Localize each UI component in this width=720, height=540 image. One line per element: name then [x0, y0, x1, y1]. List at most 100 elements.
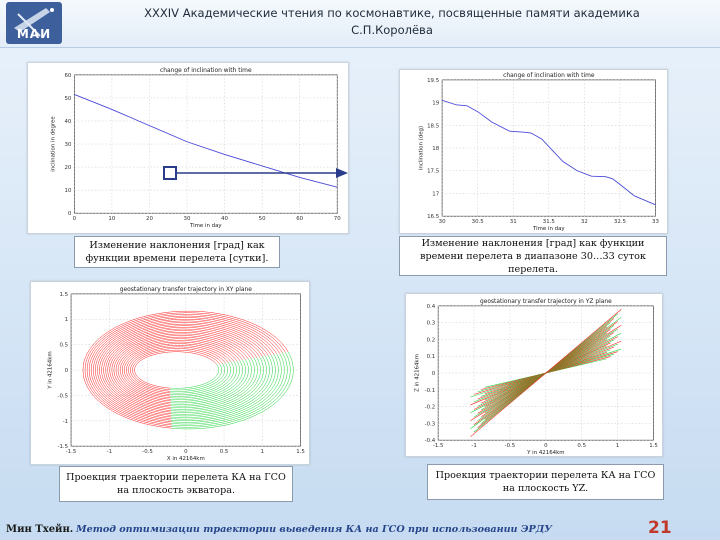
traj-xy-green-arc — [190, 360, 243, 402]
traj-xy-y-tick-label: -1.5 — [57, 444, 68, 450]
incl-zoom-y-tick-label: 17.5 — [427, 169, 439, 175]
traj-xy-y-tick-label: -1 — [63, 419, 68, 425]
traj-xy-red-arc — [171, 320, 272, 355]
inclination-full-chart: 0 10 20 30 40 50 60 70 0 10 20 30 40 50 60 change of in… — [27, 62, 349, 234]
traj-xy-red-arc — [117, 338, 171, 402]
traj-xy-green-arc — [197, 355, 270, 416]
traj-xy-y-tick-label: 0.5 — [59, 343, 68, 349]
traj-xy-red-arc — [170, 346, 226, 364]
incl-zoom-x-tick-label: 30 — [439, 219, 446, 225]
incl-full-x-tick-label: 70 — [334, 216, 341, 222]
traj-xy-red-arc — [86, 314, 172, 426]
traj-xy-green-arc — [191, 359, 249, 405]
traj-xy-red-arc — [171, 323, 266, 357]
traj-xy-red-arc — [171, 319, 275, 355]
incl-zoom-title: change of inclination with time — [503, 73, 595, 79]
traj-xy-red-arc — [171, 325, 263, 357]
traj-xy-green-arc — [190, 359, 246, 403]
inclination-zoom-chart: 30 30.5 31 31.5 32 32.5 33 16.5 17 17.5 18 18.5 19 19… — [399, 69, 668, 234]
traj-xy-green-arc — [188, 361, 237, 398]
traj-xy-green-arc — [202, 352, 288, 426]
page-title: XXXIV Академические чтения по космонавти… — [68, 5, 716, 39]
incl-zoom-x-tick-label: 32 — [581, 219, 588, 225]
title-line-2: С.П.Королёва — [351, 23, 433, 37]
traj-xy-red-arc — [170, 330, 255, 359]
traj-xy-red-arc — [107, 330, 171, 410]
traj-xy-green-arc — [187, 361, 234, 397]
traj-xy-red-arc — [119, 340, 171, 400]
incl-zoom-x-tick-label: 33 — [652, 219, 659, 225]
traj-xy-red-arc — [170, 345, 229, 363]
traj-xy-green-arc — [171, 419, 201, 422]
traj-xy-red-arc — [134, 351, 171, 389]
traj-xy-y-tick-label: 1.5 — [59, 292, 68, 298]
traj-xy-x-tick-label: 1.5 — [296, 449, 305, 455]
incl-full-series-line — [74, 94, 338, 188]
traj-yz-y-tick-label: 0.1 — [427, 354, 436, 360]
traj-xy-red-arc — [103, 327, 172, 413]
traj-xy-red-arc — [101, 326, 172, 414]
traj-xy-green-arc — [198, 355, 273, 418]
traj-yz-x-tick-label: 1 — [616, 443, 619, 449]
trajectory-xy-chart: -1.5 -1 -0.5 0 0.5 1 1.5 -1.5 -1 -0.5 0 0.5 1 1.5 geos… — [30, 281, 310, 465]
traj-xy-x-tick-label: -1.5 — [66, 449, 77, 455]
traj-xy-red-arc — [97, 322, 172, 418]
trajectory-yz-chart: -1.5 -1 -0.5 0 0.5 1 1.5 -0.4 -0.3 -0.2 -0.1 0 0.1 0.… — [405, 293, 663, 457]
mai-logo: МАИ — [6, 2, 62, 44]
trajectory-xy-svg: -1.5 -1 -0.5 0 0.5 1 1.5 -1.5 -1 -0.5 0 0.5 1 1.5 geos… — [47, 286, 305, 462]
footer-author: Мин Тхейн. — [6, 524, 74, 535]
footer-topic: Метод оптимизации траектории выведения К… — [76, 524, 553, 535]
incl-full-y-tick-label: 30 — [64, 142, 71, 148]
traj-xy-red-arc — [121, 342, 171, 398]
incl-full-y-tick-label: 0 — [68, 211, 72, 217]
traj-xy-red-arc — [111, 334, 171, 406]
traj-xy-green-arc — [183, 364, 220, 389]
traj-xy-green-arc — [202, 353, 285, 424]
incl-full-x-tick-label: 30 — [184, 216, 191, 222]
incl-full-y-tick-label: 10 — [64, 188, 71, 194]
incl-full-x-tick-label: 60 — [296, 216, 303, 222]
traj-yz-x-tick-label: -1.5 — [433, 443, 444, 449]
trajectory-yz-caption: Проекция траектории перелета КА на ГСО н… — [427, 464, 664, 500]
traj-xy-green-arc — [192, 358, 252, 406]
traj-yz-y-tick-label: -0.2 — [425, 405, 436, 411]
traj-yz-y-tick-label: 0.2 — [427, 337, 436, 343]
traj-yz-title: geostationary transfer trajectory in YZ … — [480, 299, 612, 305]
incl-full-title: change of inclination with time — [160, 67, 252, 74]
traj-xy-red-arc — [170, 351, 217, 365]
incl-full-x-tick-label: 40 — [221, 216, 228, 222]
traj-xy-red-arc — [130, 348, 171, 392]
traj-xy-red-arc — [170, 335, 246, 360]
title-line-1: XXXIV Академические чтения по космонавти… — [144, 6, 640, 20]
traj-yz-red-line — [470, 309, 622, 437]
traj-xy-green-arc — [171, 427, 205, 430]
traj-xy-red-arc — [170, 338, 240, 361]
incl-zoom-y-tick-label: 19.5 — [427, 78, 439, 84]
traj-xy-red-arc — [95, 321, 172, 419]
traj-xy-green-arc — [193, 358, 255, 408]
traj-xy-red-arc — [171, 310, 289, 352]
traj-yz-x-axis-label: Y in 42164km — [526, 450, 564, 456]
traj-xy-red-arc — [171, 317, 277, 354]
inclination-full-svg: 0 10 20 30 40 50 60 70 0 10 20 30 40 50 60 change of in… — [51, 67, 342, 229]
traj-xy-red-arc — [115, 337, 171, 403]
traj-xy-red-arc — [105, 329, 172, 411]
traj-xy-red-arc — [171, 314, 283, 353]
incl-zoom-y-tick-label: 17 — [432, 191, 439, 197]
incl-full-x-tick-label: 10 — [108, 216, 115, 222]
incl-zoom-x-axis-label: Time in day — [532, 226, 565, 232]
traj-xy-green-arc — [189, 360, 240, 400]
traj-yz-x-tick-label: -1 — [471, 443, 476, 449]
traj-xy-green-arc — [185, 362, 228, 394]
traj-yz-y-tick-label: -0.1 — [425, 388, 436, 394]
traj-xy-green-arc — [195, 356, 264, 413]
traj-xy-green-arc — [184, 363, 225, 392]
traj-xy-red-arc — [170, 349, 220, 365]
incl-zoom-y-tick-label: 18 — [432, 146, 439, 152]
traj-yz-x-tick-label: -0.5 — [505, 443, 516, 449]
traj-xy-green-arc — [171, 426, 204, 428]
traj-xy-red-arc — [82, 311, 172, 429]
incl-zoom-y-tick-label: 18.5 — [427, 123, 439, 129]
traj-xy-green-arc — [200, 354, 279, 421]
trajectory-yz-svg: -1.5 -1 -0.5 0 0.5 1 1.5 -0.4 -0.3 -0.2 -0.1 0 0.1 0.… — [414, 299, 657, 456]
